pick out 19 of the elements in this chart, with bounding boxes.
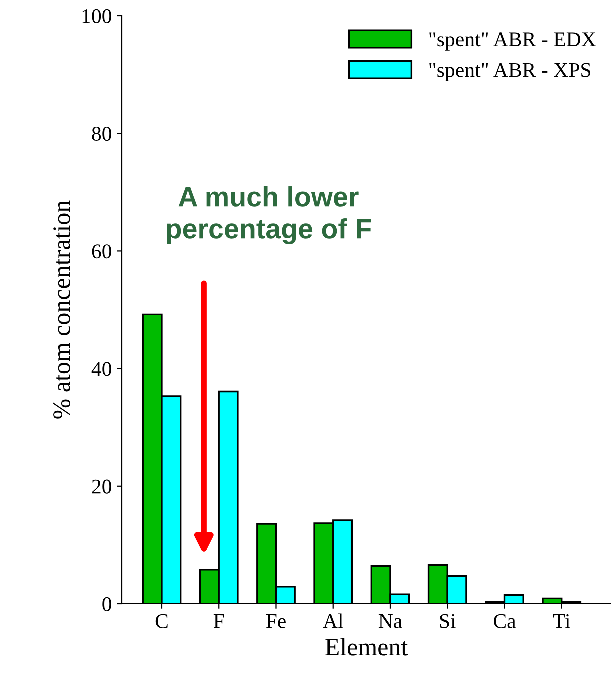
y-tick-label: 40	[92, 362, 112, 376]
x-tick-label: F	[214, 614, 224, 628]
legend-label: "spent" ABR - EDX	[430, 32, 596, 51]
x-tick-label: Fe	[266, 614, 286, 628]
y-tick-label: 20	[92, 480, 112, 494]
x-tick-label: C	[156, 614, 168, 628]
x-tick-label: Na	[378, 614, 402, 628]
x-tick-label: Ca	[494, 614, 516, 628]
y-tick-label: 100	[82, 9, 112, 24]
legend-label: "spent" ABR - XPS	[430, 63, 591, 82]
x-tick-label: Ti	[553, 614, 570, 628]
x-tick-label: Al	[323, 614, 344, 628]
annotation: A much lower percentage of F	[167, 186, 372, 244]
x-tick-label: Si	[440, 614, 456, 628]
y-axis-title: % atom concentration	[54, 200, 70, 419]
x-axis-title: Element	[326, 638, 408, 656]
y-tick-label: 0	[102, 597, 112, 612]
y-tick-label: 60	[92, 244, 112, 259]
y-tick-label: 80	[92, 126, 112, 142]
